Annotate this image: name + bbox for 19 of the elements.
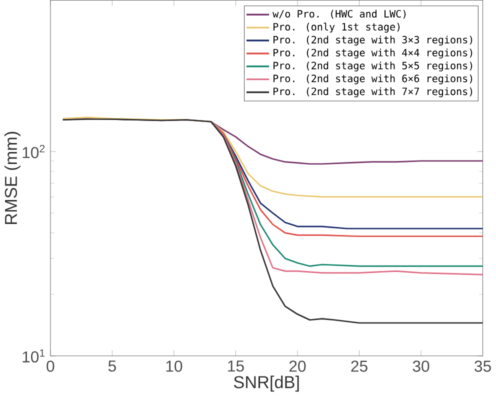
x-axis-title: SNR[dB] bbox=[234, 376, 299, 392]
y-tick-label: 10$^{2}$ bbox=[22, 144, 45, 158]
legend-label: Pro. (2nd stage with 5×5 regions) bbox=[274, 62, 472, 72]
x-tick-label: 35 bbox=[474, 360, 491, 372]
y-tick-label: 10$^{1}$ bbox=[22, 349, 45, 362]
legend-label: w/o Pro. (HWC and LWC) bbox=[272, 10, 406, 19]
x-tick-label: 25 bbox=[351, 360, 368, 372]
y-axis-title: RMSE (mm) bbox=[4, 132, 20, 224]
x-tick-label: 10 bbox=[166, 360, 182, 372]
x-tick-label: 20 bbox=[289, 360, 306, 372]
legend-label: Pro. (2nd stage with 3×3 regions) bbox=[274, 36, 472, 46]
legend-label: Pro. (2nd stage with 6×6 regions) bbox=[274, 74, 472, 84]
legend-label: Pro. (only 1st stage) bbox=[274, 22, 400, 33]
x-tick-label: 15 bbox=[228, 360, 244, 372]
x-tick-label: 5 bbox=[108, 360, 116, 372]
legend-label: Pro. (2nd stage with 7×7 regions) bbox=[274, 87, 472, 98]
x-tick-label: 0 bbox=[46, 360, 54, 372]
legend-label: Pro. (2nd stage with 4×4 regions) bbox=[274, 48, 472, 58]
x-tick-label: 30 bbox=[412, 360, 430, 372]
